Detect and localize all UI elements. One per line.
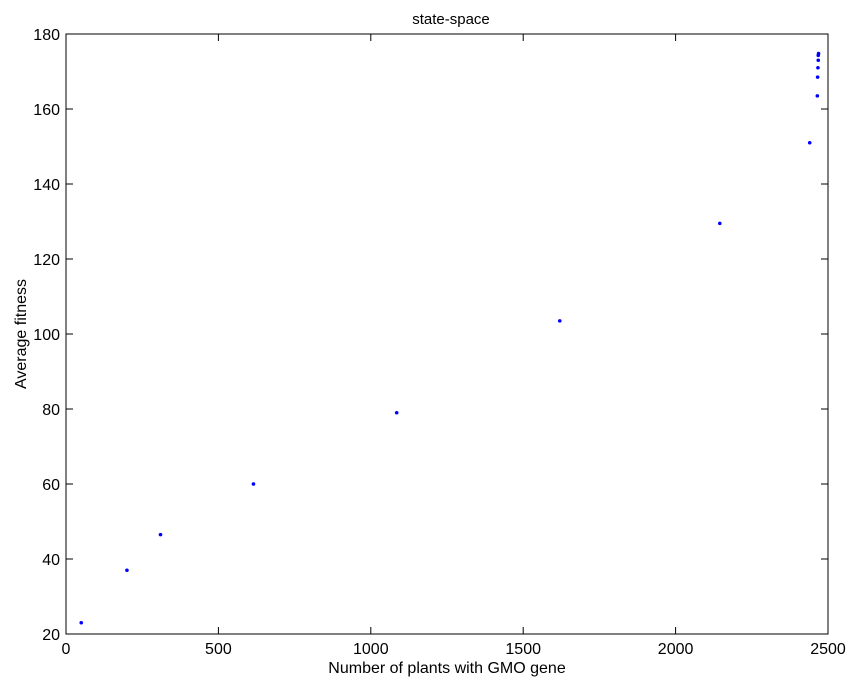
y-axis: 20 40 60 80 100 120 140 160 180 (33, 27, 828, 644)
y-axis-title: Average fitness (13, 279, 30, 389)
data-point (158, 532, 163, 537)
data-point (815, 94, 820, 98)
data-point (251, 482, 256, 486)
x-tick-label: 0 (62, 641, 71, 658)
x-axis: 0 500 1000 1500 2000 2500 (62, 34, 846, 658)
y-tick-label: 180 (33, 27, 60, 44)
data-point (79, 620, 84, 625)
data-point (816, 58, 821, 63)
x-tick-label: 500 (205, 641, 232, 658)
chart-title: state-space (412, 11, 490, 28)
y-tick-label: 140 (33, 177, 60, 194)
y-tick-label: 80 (42, 402, 60, 419)
data-point (815, 75, 820, 79)
data-point (557, 319, 562, 323)
y-tick-label: 60 (42, 477, 60, 494)
x-tick-label: 1500 (505, 641, 541, 658)
data-point (717, 221, 722, 226)
data-point (807, 140, 812, 145)
plot-frame (65, 33, 829, 635)
data-points (79, 51, 821, 625)
x-axis-title: Number of plants with GMO gene (328, 660, 566, 677)
x-tick-label: 2500 (810, 641, 846, 658)
y-tick-label: 160 (33, 102, 60, 119)
y-tick-label: 40 (42, 552, 60, 569)
data-point (125, 568, 129, 573)
data-point (816, 51, 821, 56)
y-tick-label: 100 (33, 327, 60, 344)
x-tick-label: 2000 (658, 641, 694, 658)
data-point (394, 410, 399, 415)
y-tick-label: 120 (33, 252, 60, 269)
x-tick-label: 1000 (353, 641, 389, 658)
y-tick-label: 20 (42, 627, 60, 644)
data-point (816, 65, 820, 70)
